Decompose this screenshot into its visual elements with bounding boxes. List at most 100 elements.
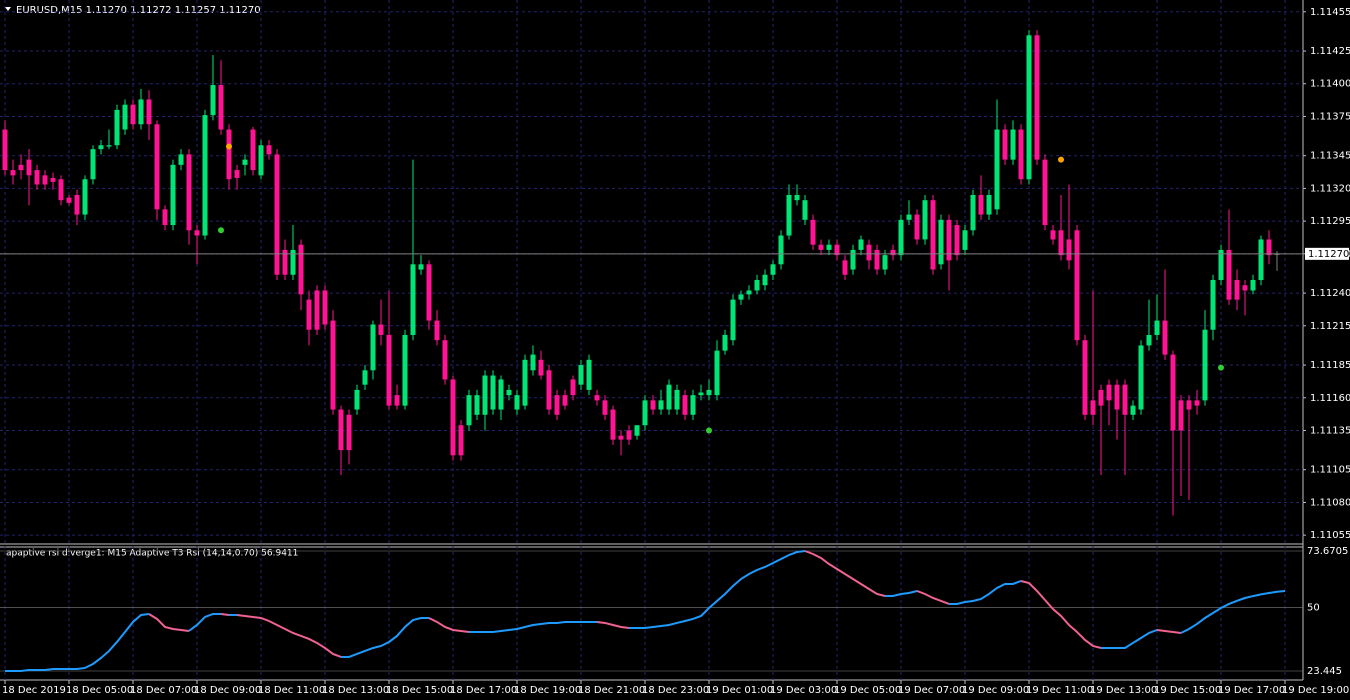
candle-body bbox=[898, 219, 904, 256]
candle-body bbox=[914, 214, 920, 240]
x-tick-label: 18 Dec 09:00 bbox=[194, 685, 261, 696]
y-tick-label: 23.445 bbox=[1307, 666, 1342, 677]
candle-body bbox=[794, 194, 800, 201]
candle-body bbox=[586, 359, 592, 390]
candle-body bbox=[490, 375, 496, 410]
candle-body bbox=[626, 430, 632, 440]
x-tick-label: 18 Dec 21:00 bbox=[578, 685, 645, 696]
candle-body bbox=[770, 264, 776, 275]
candle-body bbox=[650, 400, 656, 410]
x-tick-label: 19 Dec 11:00 bbox=[1026, 685, 1093, 696]
candle-body bbox=[138, 99, 144, 125]
candle-body bbox=[1242, 285, 1248, 291]
x-tick-label: 19 Dec 03:00 bbox=[770, 685, 837, 696]
candle-body bbox=[170, 164, 176, 226]
candle-body bbox=[658, 400, 664, 410]
y-tick-label: 1.11295 bbox=[1310, 216, 1350, 227]
indicator-line bbox=[1101, 629, 1158, 649]
candle-body bbox=[730, 299, 736, 341]
indicator-line bbox=[1020, 580, 1102, 649]
candle-body bbox=[434, 320, 440, 341]
candle-body bbox=[970, 194, 976, 231]
candle-body bbox=[722, 334, 728, 351]
signal-dot bbox=[218, 227, 224, 234]
candle-body bbox=[34, 170, 40, 185]
indicator-line bbox=[220, 612, 230, 616]
candle-body bbox=[146, 99, 152, 125]
candle-body bbox=[1098, 389, 1104, 406]
candle-body bbox=[234, 170, 240, 178]
candle-body bbox=[810, 219, 816, 245]
candle-body bbox=[466, 395, 472, 426]
chart-title: EURUSD,M15 1.11270 1.11272 1.11257 1.112… bbox=[16, 5, 261, 16]
candle-body bbox=[842, 260, 848, 275]
candle-body bbox=[506, 389, 512, 396]
symbol-menu-arrow[interactable] bbox=[5, 7, 11, 11]
indicator-line bbox=[949, 580, 1022, 605]
candle-body bbox=[1250, 280, 1256, 291]
candle-body bbox=[1162, 320, 1168, 355]
candle-body bbox=[978, 194, 984, 215]
candle-body bbox=[1170, 354, 1176, 431]
candle-body bbox=[1146, 334, 1152, 346]
candle-body bbox=[682, 395, 688, 415]
candle-body bbox=[98, 145, 104, 150]
candle-body bbox=[634, 425, 640, 436]
candle-body bbox=[554, 395, 560, 415]
candle-body bbox=[330, 320, 336, 410]
candle-body bbox=[354, 389, 360, 410]
candle-body bbox=[18, 164, 24, 171]
candle-body bbox=[738, 294, 744, 300]
candle-body bbox=[906, 214, 912, 220]
x-tick-label: 18 Dec 15:00 bbox=[386, 685, 453, 696]
x-tick-label: 18 Dec 17:00 bbox=[450, 685, 517, 696]
candle-body bbox=[1058, 230, 1064, 256]
candle-body bbox=[1002, 129, 1008, 160]
candle-body bbox=[1258, 239, 1264, 281]
candle-body bbox=[210, 85, 216, 116]
candle-body bbox=[666, 384, 672, 410]
indicator-line bbox=[469, 620, 597, 633]
candle-body bbox=[250, 129, 256, 171]
x-tick-label: 18 Dec 05:00 bbox=[66, 685, 133, 696]
candle-body bbox=[306, 299, 312, 330]
candle-body bbox=[706, 389, 712, 396]
indicator-line bbox=[916, 590, 950, 605]
candle-body bbox=[690, 395, 696, 415]
candle-body bbox=[994, 129, 1000, 210]
candle-body bbox=[370, 324, 376, 371]
candle-body bbox=[322, 290, 328, 325]
candle-body bbox=[746, 290, 752, 295]
candle-body bbox=[402, 334, 408, 406]
x-tick-label: 19 Dec 19:00 bbox=[1282, 685, 1349, 696]
candle-body bbox=[378, 324, 384, 335]
candle-body bbox=[1106, 384, 1112, 401]
x-tick-label: 18 Dec 13:00 bbox=[322, 685, 389, 696]
candle-body bbox=[1066, 239, 1072, 261]
candle-body bbox=[410, 264, 416, 335]
candle-body bbox=[866, 244, 872, 261]
candle-body bbox=[450, 379, 456, 456]
candle-body bbox=[1122, 384, 1128, 415]
y-tick-label: 1.11215 bbox=[1310, 321, 1350, 332]
candle-body bbox=[1018, 129, 1024, 180]
candle-body bbox=[1186, 400, 1192, 410]
candle-body bbox=[754, 280, 760, 291]
signal-dot bbox=[1058, 156, 1064, 163]
candle-body bbox=[362, 370, 368, 385]
indicator-line bbox=[629, 550, 806, 629]
y-tick-label: 73.6705 bbox=[1307, 546, 1348, 557]
candle-body bbox=[1114, 384, 1120, 410]
candle-body bbox=[1234, 280, 1240, 300]
signal-dot bbox=[706, 427, 712, 434]
candle-body bbox=[66, 197, 72, 203]
indicator-line bbox=[596, 620, 630, 629]
candle-body bbox=[282, 249, 288, 275]
candle-body bbox=[2, 129, 8, 171]
candle-body bbox=[314, 290, 320, 330]
candle-body bbox=[674, 389, 680, 410]
candle-body bbox=[458, 425, 464, 456]
candle-body bbox=[154, 124, 160, 210]
candle-body bbox=[1130, 405, 1136, 415]
candle-body bbox=[114, 109, 120, 146]
